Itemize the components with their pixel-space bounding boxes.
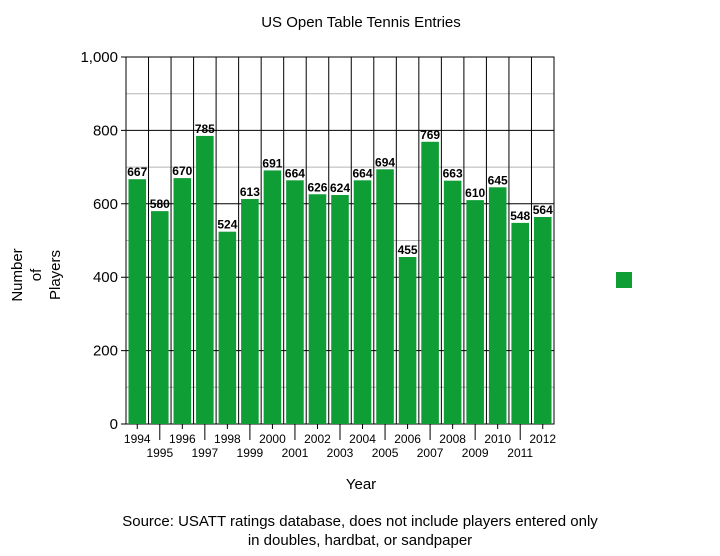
data-label: 670 (172, 164, 192, 178)
bar (488, 187, 507, 424)
data-label: 624 (330, 181, 350, 195)
x-tick-label: 2006 (394, 432, 421, 446)
x-tick-label: 2002 (304, 432, 331, 446)
y-tick-label: 1,000 (80, 49, 118, 66)
grid (121, 56, 555, 425)
x-tick-label: 2007 (417, 446, 444, 460)
bar (286, 180, 304, 424)
data-label: 667 (127, 165, 147, 179)
y-axis-label-line-1: Number (9, 248, 26, 301)
x-tick-label: 2000 (259, 432, 286, 446)
bar (196, 135, 214, 424)
data-label: 664 (285, 166, 305, 180)
x-tick-label: 2004 (349, 432, 376, 446)
source-line-2: in doubles, hardbat, or sandpaper (247, 532, 473, 549)
bar (533, 217, 552, 424)
bar (466, 200, 484, 424)
bar (353, 180, 372, 424)
x-tick-label: 2005 (372, 446, 399, 460)
chart-title: US Open Table Tennis Entries (261, 14, 461, 31)
y-axis-label-line-2: of (28, 268, 45, 281)
data-label: 610 (465, 186, 485, 200)
bar (331, 194, 349, 424)
data-label: 691 (262, 156, 282, 170)
x-axis-ticks: 1994199519961997199819992000200120022003… (124, 424, 556, 460)
bar (128, 179, 147, 424)
x-tick-label: 2010 (484, 432, 511, 446)
bar (263, 170, 282, 424)
data-label: 769 (420, 128, 440, 142)
x-tick-label: 1998 (214, 432, 241, 446)
x-tick-label: 2009 (462, 446, 489, 460)
legend-swatch (616, 272, 632, 288)
x-tick-label: 2011 (507, 446, 533, 460)
bar (308, 194, 327, 424)
y-tick-label: 400 (93, 269, 118, 286)
bar (241, 199, 259, 424)
bar (443, 180, 462, 424)
y-tick-label: 0 (110, 416, 118, 433)
y-axis-label-line-3: Players (47, 250, 64, 300)
bar (421, 141, 439, 425)
data-label: 785 (195, 122, 215, 136)
y-axis-ticks: 0 200 400 600 800 1,000 (80, 49, 118, 433)
y-tick-label: 200 (93, 343, 118, 360)
bar (218, 231, 237, 424)
data-label: 564 (533, 203, 553, 217)
bar (398, 257, 417, 424)
bars (128, 135, 552, 425)
x-tick-label: 2012 (529, 432, 556, 446)
source-line-1: Source: USATT ratings database, does not… (122, 513, 598, 530)
data-label: 645 (488, 173, 508, 187)
x-tick-label: 1995 (146, 446, 173, 460)
data-label: 455 (398, 243, 418, 257)
x-tick-label: 2008 (439, 432, 466, 446)
data-label: 548 (510, 209, 530, 223)
bar (511, 222, 529, 424)
y-tick-label: 600 (93, 196, 118, 213)
data-label: 663 (443, 167, 463, 181)
x-axis-label: Year (346, 476, 376, 493)
data-label: 694 (375, 155, 395, 169)
data-label: 580 (150, 197, 170, 211)
data-label: 664 (353, 166, 373, 180)
source-note: Source: USATT ratings database, does not… (0, 512, 720, 550)
bar (173, 178, 192, 424)
x-tick-label: 1994 (124, 432, 151, 446)
x-tick-label: 1999 (237, 446, 264, 460)
x-tick-label: 2001 (282, 446, 309, 460)
x-tick-label: 2003 (327, 446, 354, 460)
bar (376, 169, 394, 424)
y-axis-label: Number of Players (9, 248, 64, 301)
y-tick-label: 800 (93, 122, 118, 139)
x-tick-label: 1996 (169, 432, 196, 446)
data-label: 613 (240, 185, 260, 199)
bar (151, 211, 169, 424)
bar-chart: US Open Table Tennis Entries 667 580 670 78… (9, 14, 632, 493)
data-label: 626 (307, 180, 327, 194)
data-label: 524 (217, 218, 237, 232)
x-tick-label: 1997 (191, 446, 218, 460)
